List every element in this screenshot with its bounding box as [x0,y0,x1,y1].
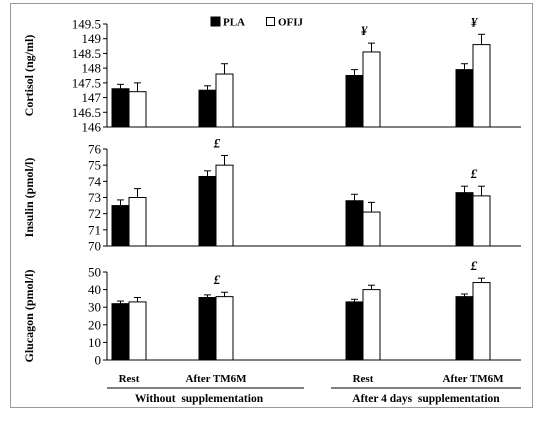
y-tick-label: 70 [88,239,101,254]
bar-pla-4 [455,192,474,247]
bar-ofij-1 [128,301,147,361]
group-label-after-4-days-supplementation: After 4 days supplementation [352,393,500,405]
category-label-rest-1: Rest [119,373,140,385]
bar-ofij-3 [362,289,381,361]
category-label-after-tm6m-2: After TM6M [443,373,505,385]
figure-frame: PLA OFIJ 146 146.5 147 147.5 148 148.5 149 149.… [10,3,533,408]
bar-ofij-4 [472,195,491,247]
bar-pla-2 [198,89,217,128]
bar-pla-1 [111,303,130,361]
y-tick-label: 10 [88,335,101,350]
panel-glucagon-pmol-l: 0 10 20 30 40 50 Glucagon (pmol/l) £ £ [22,258,521,368]
bar-pla-4 [455,296,474,361]
y-tick-label: 148.5 [72,46,101,61]
y-tick-label: 148 [82,61,102,76]
significance-marker: £ [470,166,478,181]
bar-ofij-2 [215,73,234,128]
y-tick-label: 149.5 [72,17,101,32]
y-axis-label: Cortisol (ng/ml) [22,35,36,117]
y-tick-label: 73 [88,190,101,205]
y-tick-label: 71 [88,222,101,237]
y-tick-label: 149 [82,31,102,46]
y-tick-label: 40 [88,282,101,297]
y-tick-label: 20 [88,317,101,332]
bar-ofij-4 [472,282,491,361]
bar-ofij-3 [362,211,381,247]
y-tick-label: 30 [88,300,101,315]
y-tick-label: 50 [88,265,101,280]
legend-swatch-pla [210,16,221,27]
significance-marker: £ [213,272,221,287]
bar-pla-2 [198,175,217,247]
bar-ofij-2 [215,296,234,361]
y-axis-label: Glucagon (pmol/l) [22,269,36,362]
bar-pla-3 [345,301,364,361]
bar-pla-1 [111,205,130,247]
y-tick-label: 146 [82,120,102,135]
bar-pla-3 [345,200,364,247]
bar-pla-4 [455,69,474,128]
bar-ofij-1 [128,197,147,247]
y-tick-label: 76 [88,142,102,157]
category-label-rest-2: Rest [353,373,374,385]
y-tick-label: 0 [95,353,102,368]
y-tick-label: 74 [88,174,102,189]
y-tick-label: 72 [88,206,101,221]
figure-svg: PLA OFIJ 146146.5147147.5148148.5149149.… [22,14,521,405]
legend-swatch-ofij [266,17,275,26]
bar-pla-1 [111,88,130,128]
bar-ofij-1 [128,91,147,128]
significance-marker: ¥ [361,23,369,38]
y-tick-label: 75 [88,158,101,173]
y-tick-label: 147 [82,90,102,105]
y-tick-label: 146.5 [72,105,101,120]
bar-ofij-4 [472,44,491,128]
category-label-after-tm6m-1: After TM6M [186,373,248,385]
bar-pla-3 [345,75,364,128]
significance-marker: £ [470,258,478,273]
group-label-without-supplementation: Without supplementation [135,393,264,405]
bar-ofij-3 [362,51,381,128]
bar-ofij-2 [215,164,234,247]
y-tick-label: 147.5 [72,75,101,90]
significance-marker: £ [213,135,221,150]
y-axis-label: Insulin (pmol/l) [22,158,36,238]
bar-pla-2 [198,297,217,361]
legend-label-pla: PLA [223,17,245,29]
legend-label-ofij: OFIJ [278,17,304,29]
significance-marker: ¥ [471,14,479,29]
legend: PLA OFIJ [210,16,304,29]
x-axis-categories: Rest After TM6M Rest After TM6M Without … [107,373,521,405]
